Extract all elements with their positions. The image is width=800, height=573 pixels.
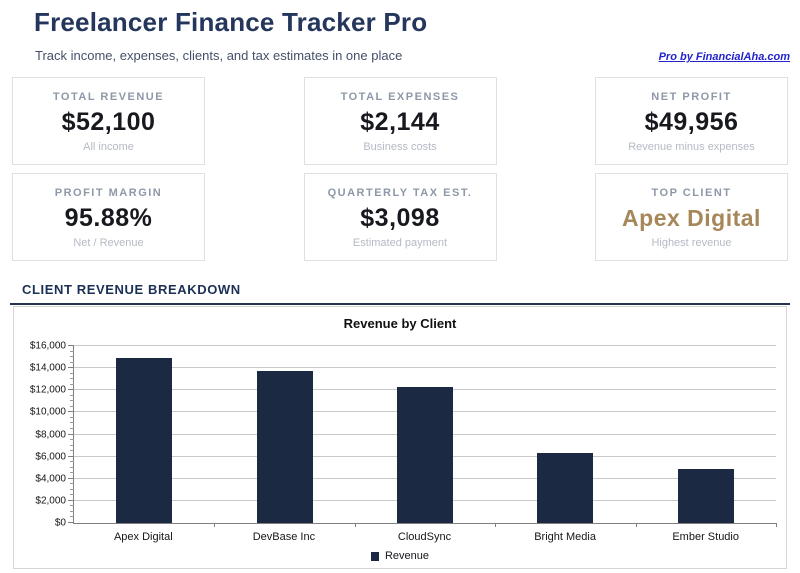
x-axis-label: DevBase Inc xyxy=(252,531,316,543)
y-axis-tick-label: $2,000 xyxy=(35,495,66,507)
x-axis-boundary-tick xyxy=(776,523,777,527)
y-axis-minor-tick xyxy=(70,516,74,518)
y-axis-minor-tick xyxy=(70,439,74,441)
y-axis-minor-tick xyxy=(70,372,74,374)
x-axis-boundary-tick xyxy=(635,523,637,527)
y-axis-major-tick xyxy=(68,522,74,523)
y-axis-minor-tick xyxy=(70,444,74,446)
y-axis-minor-tick xyxy=(70,483,74,485)
y-axis-tick-label: $16,000 xyxy=(29,340,66,352)
page-subtitle: Track income, expenses, clients, and tax… xyxy=(35,48,403,63)
card-label: PROFIT MARGIN xyxy=(54,187,163,199)
section-divider xyxy=(10,303,790,305)
y-axis-minor-tick xyxy=(70,416,74,418)
profit-margin-card: PROFIT MARGIN 95.88% Net / Revenue xyxy=(12,173,205,261)
bar-ember-studio xyxy=(677,468,734,523)
total-revenue-card: TOTAL REVENUE $52,100 All income xyxy=(12,77,205,165)
card-value: 95.88% xyxy=(64,204,153,232)
total-expenses-card: TOTAL EXPENSES $2,144 Business costs xyxy=(303,77,497,165)
y-axis-minor-tick xyxy=(70,494,74,496)
x-axis-label: CloudSync xyxy=(397,531,452,543)
x-axis-label: Ember Studio xyxy=(672,531,739,543)
stat-cards-grid: TOTAL REVENUE $52,100 All income TOTAL E… xyxy=(12,77,788,261)
header-subrow: Track income, expenses, clients, and tax… xyxy=(0,37,800,63)
y-axis-tick-label: $4,000 xyxy=(35,473,66,485)
y-axis-major-tick xyxy=(68,367,74,369)
x-axis-boundary-tick xyxy=(214,523,216,527)
x-axis-label: Bright Media xyxy=(534,531,596,543)
y-axis-minor-tick xyxy=(70,383,74,385)
y-axis-tick-label: $10,000 xyxy=(29,406,66,418)
y-axis-minor-tick xyxy=(70,472,74,474)
y-axis-tick-label: $12,000 xyxy=(29,384,66,396)
y-axis-major-tick xyxy=(68,411,74,413)
bar-bright-media xyxy=(537,453,594,523)
y-axis-minor-tick xyxy=(70,361,74,363)
y-axis-minor-tick xyxy=(70,466,74,468)
bar-devbase-inc xyxy=(256,371,313,523)
y-axis-minor-tick xyxy=(70,427,74,429)
y-axis-minor-tick xyxy=(70,350,74,352)
y-axis-minor-tick xyxy=(70,356,74,358)
card-note: Estimated payment xyxy=(352,237,448,249)
legend-swatch xyxy=(370,551,379,561)
y-axis-major-tick xyxy=(68,345,74,346)
chart-title: Revenue by Client xyxy=(343,316,457,331)
bar-apex-digital xyxy=(116,358,173,523)
y-axis-minor-tick xyxy=(70,510,74,512)
card-label: TOTAL REVENUE xyxy=(52,91,165,103)
y-axis-minor-tick xyxy=(70,488,74,490)
revenue-by-client-chart: Revenue by Client $0 $2,000 $4,000 $6,000 $8… xyxy=(13,306,787,569)
y-axis-minor-tick xyxy=(70,422,74,424)
legend-label: Revenue xyxy=(384,550,430,562)
chart-legend: Revenue xyxy=(14,550,786,562)
card-note: Highest revenue xyxy=(651,237,732,249)
gridline xyxy=(74,367,776,369)
y-axis-major-tick xyxy=(68,499,74,501)
y-axis-tick-label: $0 xyxy=(54,517,66,529)
bar-cloudsync xyxy=(396,386,454,523)
y-axis-minor-tick xyxy=(70,505,74,507)
y-axis-minor-tick xyxy=(70,461,74,463)
card-value: $2,144 xyxy=(360,108,440,136)
pro-by-financialaha-link[interactable]: Pro by FinancialAha.com xyxy=(658,51,790,63)
card-label: TOTAL EXPENSES xyxy=(340,91,460,103)
y-axis-major-tick xyxy=(68,389,74,391)
y-axis-minor-tick xyxy=(70,400,74,402)
x-axis-boundary-tick xyxy=(354,523,356,527)
y-axis-major-tick xyxy=(68,455,74,457)
y-axis-tick-label: $14,000 xyxy=(29,362,66,374)
page-title: Freelancer Finance Tracker Pro xyxy=(34,7,428,37)
card-label: TOP CLIENT xyxy=(651,187,732,199)
chart-plot-area: $0 $2,000 $4,000 $6,000 $8,000 $10,000 $12,000… xyxy=(30,341,777,529)
card-note: Business costs xyxy=(363,141,437,153)
y-axis-minor-tick xyxy=(70,450,74,452)
card-value: $52,100 xyxy=(61,108,156,136)
card-note: Net / Revenue xyxy=(73,237,144,249)
x-axis-labels: Apex Digital DevBase Inc CloudSync Bright M… xyxy=(73,531,776,543)
gridline xyxy=(74,345,776,346)
top-client-card: TOP CLIENT Apex Digital Highest revenue xyxy=(595,173,788,261)
client-revenue-breakdown-title: CLIENT REVENUE BREAKDOWN xyxy=(22,282,241,297)
y-axis-tick-label: $6,000 xyxy=(35,451,66,463)
card-note: All income xyxy=(83,141,134,153)
card-value: $49,956 xyxy=(644,108,739,136)
y-axis-tick-label: $8,000 xyxy=(35,429,66,440)
net-profit-card: NET PROFIT $49,956 Revenue minus expense… xyxy=(595,77,788,165)
x-axis-label: Apex Digital xyxy=(113,531,173,543)
y-axis-major-tick xyxy=(68,477,74,479)
y-axis-minor-tick xyxy=(70,378,74,380)
card-label: QUARTERLY TAX EST. xyxy=(327,187,473,199)
card-value: Apex Digital xyxy=(622,205,761,231)
card-value: $3,098 xyxy=(360,204,440,232)
y-axis-major-tick xyxy=(68,433,74,435)
y-axis-minor-tick xyxy=(70,405,74,407)
quarterly-tax-card: QUARTERLY TAX EST. $3,098 Estimated paym… xyxy=(303,173,497,261)
card-note: Revenue minus expenses xyxy=(628,141,755,153)
x-axis-boundary-tick xyxy=(495,523,497,527)
card-label: NET PROFIT xyxy=(651,91,732,103)
y-axis-minor-tick xyxy=(70,394,74,396)
